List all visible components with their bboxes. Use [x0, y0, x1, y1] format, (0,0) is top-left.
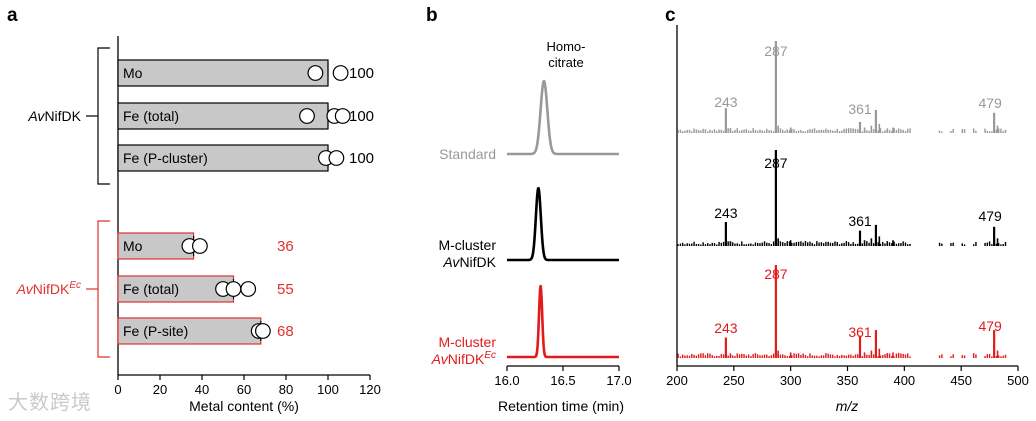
b-series-label: AvNifDK	[442, 254, 496, 270]
a-group-label-normal: NifDK	[44, 108, 81, 124]
b-x-axis-label: Retention time (min)	[498, 398, 624, 414]
a-x-tick-label: 40	[195, 382, 209, 397]
c-x-tick-label: 400	[893, 373, 915, 388]
b-chromatogram-trace	[506, 284, 620, 359]
b-series-label: AvNifDKEc	[431, 350, 496, 367]
a-data-point	[191, 238, 208, 254]
c-peak-label: 287	[764, 155, 788, 171]
a-x-tick-label: 120	[359, 382, 381, 397]
c-x-tick-label: 300	[780, 373, 802, 388]
a-x-tick-label: 20	[153, 382, 167, 397]
a-data-point	[225, 281, 242, 297]
a-data-point	[334, 108, 351, 124]
a-data-point	[240, 281, 257, 297]
a-bar	[117, 102, 329, 130]
a-bar-category-label: Fe (total)	[123, 108, 179, 124]
a-x-tick-label: 100	[317, 382, 339, 397]
b-series-label-italic: Av	[431, 351, 449, 367]
b-x-tick-label: 16.5	[550, 373, 575, 388]
a-value-label: 100	[349, 65, 374, 82]
a-bar	[117, 59, 329, 87]
a-x-axis-label: Metal content (%)	[189, 398, 299, 414]
panel-label-b: b	[426, 5, 438, 26]
panel-label-c: c	[665, 5, 676, 26]
a-bar-category-label: Mo	[123, 65, 143, 81]
a-value-label: 100	[349, 108, 374, 125]
b-peak-annotation: Homo-	[546, 39, 585, 54]
a-data-point	[307, 65, 324, 81]
b-chromatogram-trace	[506, 186, 620, 262]
a-data-point	[254, 323, 271, 339]
a-data-point	[332, 65, 349, 81]
a-bar	[117, 232, 195, 260]
a-group-label: AvNifDKEc	[16, 280, 81, 297]
c-x-tick-label: 450	[950, 373, 972, 388]
c-peak-label: 243	[714, 205, 738, 221]
a-bar	[117, 275, 235, 303]
a-group-bracket	[97, 220, 110, 358]
b-x-tick-label: 17.0	[606, 373, 631, 388]
b-series-label-normal: NifDK	[448, 351, 485, 367]
a-group-bracket	[97, 47, 110, 185]
c-x-axis-label: m/z	[836, 398, 859, 414]
c-peak-label: 479	[978, 95, 1002, 111]
b-series-label-superscript: Ec	[484, 350, 496, 361]
c-peak-label: 361	[848, 324, 872, 340]
b-series-label: M-cluster	[438, 334, 496, 350]
c-peak-label: 361	[848, 101, 872, 117]
b-x-tick-label: 16.0	[494, 373, 519, 388]
a-bar-category-label: Fe (total)	[123, 281, 179, 297]
b-series-label-normal: NifDK	[459, 254, 496, 270]
b-peak-annotation: citrate	[548, 55, 583, 70]
c-peak-label: 479	[978, 208, 1002, 224]
a-bar-category-label: Mo	[123, 238, 143, 254]
a-x-tick-label: 80	[279, 382, 293, 397]
a-group-label: AvNifDK	[27, 108, 81, 124]
c-x-tick-label: 350	[837, 373, 859, 388]
a-bar-category-label: Fe (P-cluster)	[123, 150, 208, 166]
a-bar-category-label: Fe (P-site)	[123, 323, 188, 339]
c-peak-label: 287	[764, 43, 788, 59]
c-x-tick-label: 200	[666, 373, 688, 388]
a-data-point	[299, 108, 315, 124]
a-value-label: 55	[277, 281, 294, 298]
a-group-label-italic: Av	[27, 108, 45, 124]
a-value-label: 36	[277, 238, 294, 255]
a-x-tick-label: 60	[237, 382, 251, 397]
b-series-label-italic: Av	[442, 254, 460, 270]
c-x-tick-label: 500	[1007, 373, 1029, 388]
panel-label-a: a	[7, 5, 18, 26]
a-x-tick-label: 0	[114, 382, 121, 397]
c-peak-label: 243	[714, 94, 738, 110]
a-group-label-italic: Av	[16, 281, 34, 297]
c-peak-label: 479	[978, 318, 1002, 334]
a-group-label-normal: NifDK	[33, 281, 70, 297]
c-peak-label: 361	[848, 213, 872, 229]
b-chromatogram-trace	[506, 79, 620, 156]
b-series-label: M-cluster	[438, 237, 496, 253]
c-peak-label: 287	[764, 266, 788, 282]
b-series-label: Standard	[439, 146, 496, 162]
c-x-tick-label: 250	[723, 373, 745, 388]
a-value-label: 68	[277, 323, 294, 340]
a-bar	[117, 317, 262, 345]
a-value-label: 100	[349, 150, 374, 167]
c-peak-label: 243	[714, 320, 738, 336]
a-data-point	[328, 150, 345, 166]
watermark-text: 大数跨境	[8, 390, 92, 414]
a-group-label-superscript: Ec	[69, 280, 81, 291]
